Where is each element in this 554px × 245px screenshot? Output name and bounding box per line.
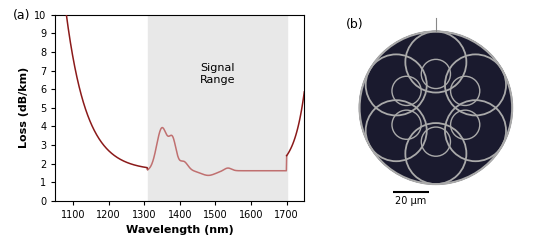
Circle shape (366, 100, 427, 161)
Circle shape (450, 110, 480, 139)
Circle shape (445, 100, 506, 161)
Circle shape (406, 123, 466, 184)
Circle shape (421, 59, 450, 88)
Circle shape (366, 54, 427, 115)
X-axis label: Wavelength (nm): Wavelength (nm) (126, 225, 234, 235)
Circle shape (421, 127, 450, 156)
Circle shape (406, 32, 466, 93)
Text: Signal
Range: Signal Range (199, 63, 235, 85)
Circle shape (392, 110, 421, 139)
Circle shape (445, 54, 506, 115)
Text: (a): (a) (13, 9, 30, 22)
Circle shape (450, 76, 480, 106)
Bar (148, 15, 286, 201)
Y-axis label: Loss (dB/km): Loss (dB/km) (19, 67, 29, 148)
Text: (b): (b) (346, 18, 363, 31)
Circle shape (392, 76, 421, 106)
Circle shape (360, 32, 512, 184)
Text: 20 μm: 20 μm (396, 196, 427, 206)
